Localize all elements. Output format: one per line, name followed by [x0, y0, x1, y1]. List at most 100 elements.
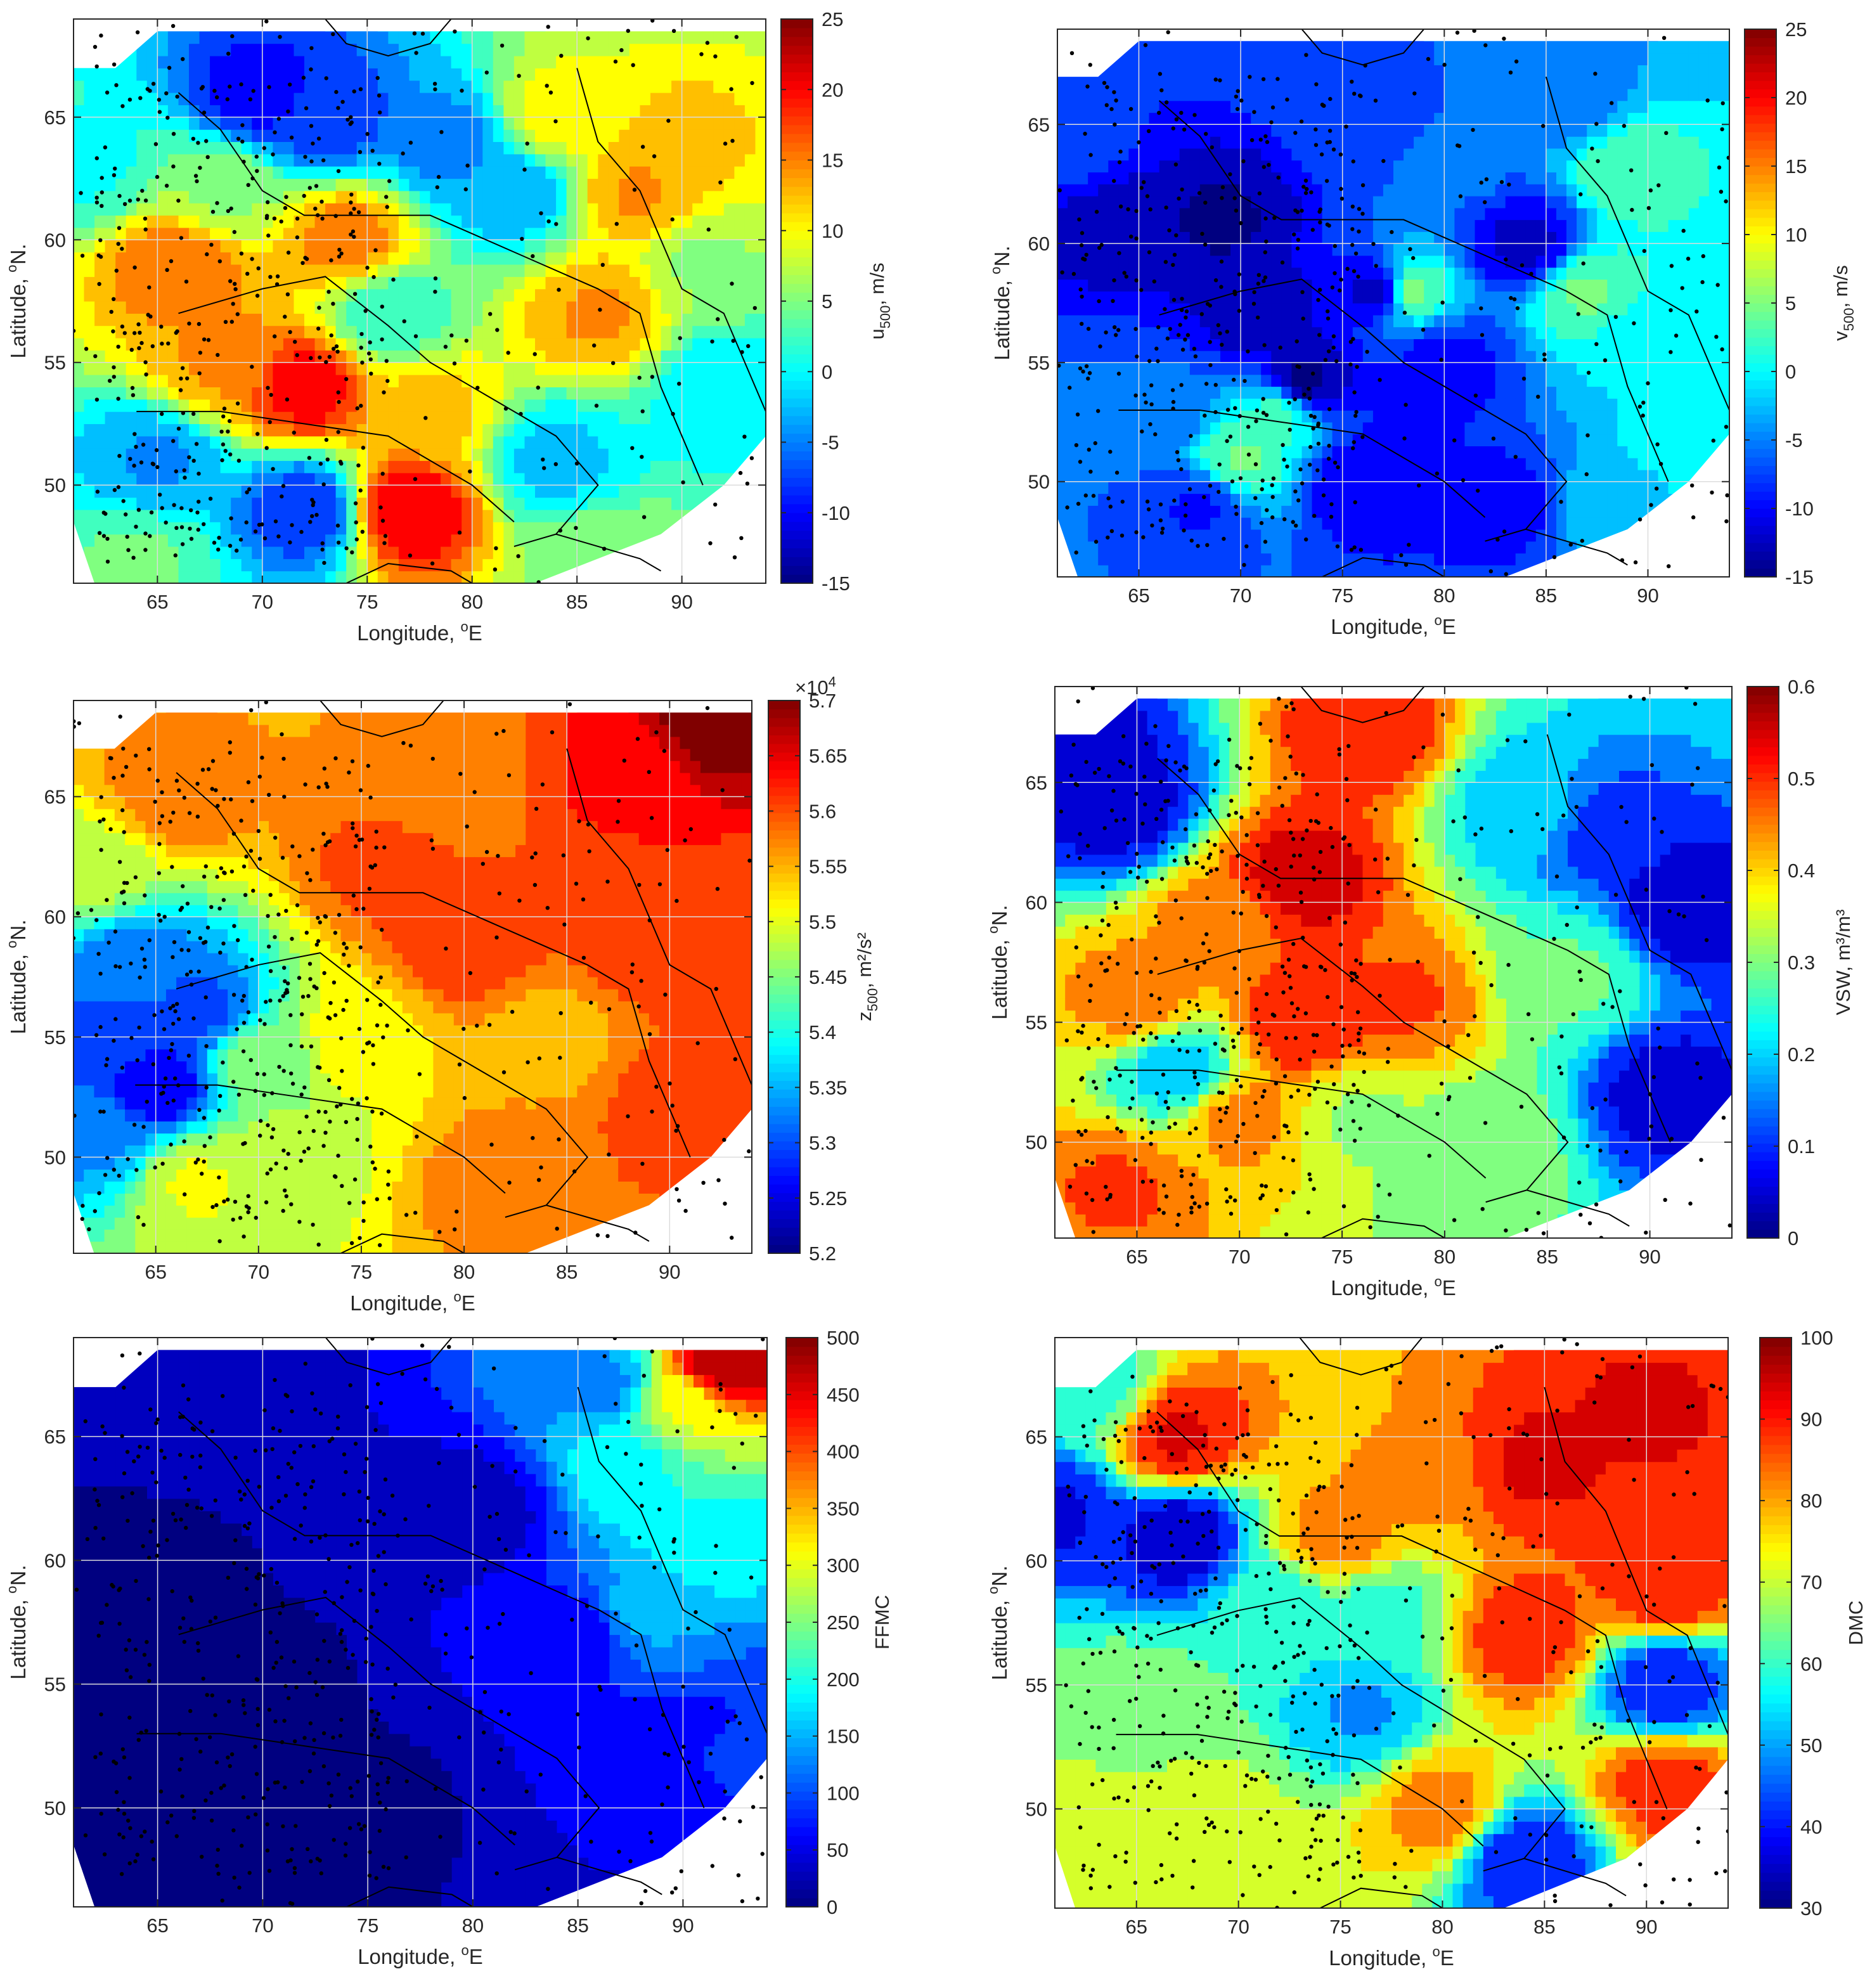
contour-cell	[126, 571, 137, 583]
contour-cell	[1301, 219, 1313, 232]
contour-cell	[105, 203, 116, 216]
contour-cell	[1108, 219, 1119, 232]
station-dot	[143, 216, 148, 221]
contour-cell	[598, 264, 609, 277]
contour-cell	[681, 129, 693, 142]
contour-cell	[178, 178, 190, 191]
contour-cell	[1251, 398, 1262, 411]
contour-cell	[1312, 493, 1323, 506]
contour-cell	[1169, 470, 1180, 482]
contour-cell	[1342, 529, 1353, 542]
contour-cell	[1108, 267, 1119, 280]
contour-cell	[493, 571, 504, 583]
station-dot	[264, 446, 269, 450]
contour-cell	[472, 190, 483, 203]
contour-cell	[629, 80, 640, 93]
contour-cell	[671, 203, 683, 216]
contour-cell	[146, 129, 158, 142]
contour-cell	[1179, 505, 1191, 518]
contour-cell	[420, 338, 431, 351]
contour-cell	[1322, 458, 1333, 470]
contour-cell	[640, 423, 651, 437]
contour-cell	[189, 252, 200, 265]
contour-cell	[220, 31, 231, 44]
contour-cell	[167, 571, 179, 583]
contour-cell	[524, 166, 536, 179]
contour-cell	[136, 203, 148, 216]
contour-cell	[346, 509, 358, 522]
contour-cell	[84, 190, 95, 203]
contour-cell	[681, 301, 693, 314]
contour-cell	[1128, 553, 1140, 565]
contour-cell	[661, 497, 672, 510]
contour-cell	[1332, 529, 1343, 542]
station-dot	[642, 515, 647, 519]
contour-cell	[294, 215, 305, 228]
station-dot	[238, 538, 243, 542]
contour-cell	[598, 522, 609, 535]
station-dot	[181, 57, 185, 61]
contour-cell	[84, 301, 95, 314]
contour-cell	[608, 117, 619, 130]
station-dot	[148, 314, 153, 319]
station-dot	[272, 216, 277, 221]
colorbar-tick-label: -15	[822, 572, 850, 595]
contour-cell	[241, 117, 252, 130]
contour-cell	[430, 56, 441, 68]
contour-cell	[723, 387, 735, 400]
contour-cell	[356, 215, 368, 228]
contour-cell	[723, 460, 735, 474]
contour-cell	[535, 387, 546, 400]
station-dot	[309, 67, 313, 72]
contour-cell	[1098, 267, 1109, 280]
contour-cell	[1301, 434, 1313, 446]
contour-cell	[503, 264, 515, 277]
station-dot	[382, 390, 386, 395]
contour-cell	[84, 497, 95, 510]
contour-cell	[356, 93, 368, 105]
station-dot	[226, 51, 231, 56]
contour-cell	[430, 460, 441, 474]
contour-cell	[451, 375, 462, 387]
contour-cell	[472, 472, 483, 486]
contour-cell	[1098, 374, 1109, 387]
contour-cell	[84, 362, 95, 375]
contour-cell	[1230, 410, 1241, 423]
contour-cell	[713, 448, 725, 462]
station-dot	[226, 209, 231, 214]
contour-cell	[734, 190, 746, 203]
contour-cell	[1210, 553, 1221, 565]
contour-cell	[210, 141, 221, 155]
contour-cell	[409, 387, 420, 400]
boundary-lines	[136, 19, 766, 583]
station-dot	[223, 449, 228, 453]
contour-cell	[1098, 458, 1109, 470]
contour-cell	[629, 56, 640, 68]
contour-cell	[1159, 422, 1170, 435]
contour-cell	[587, 215, 598, 228]
contour-cell	[681, 423, 693, 437]
contour-cell	[598, 338, 609, 351]
contour-cell	[1210, 339, 1221, 351]
contour-cell	[105, 399, 116, 412]
contour-cell	[566, 178, 578, 191]
contour-cell	[629, 252, 640, 265]
contour-cell	[1068, 398, 1078, 411]
contour-cell	[94, 141, 106, 155]
contour-cell	[1128, 446, 1140, 458]
contour-cell	[241, 141, 252, 155]
contour-cell	[199, 203, 210, 216]
station-dot	[233, 281, 237, 286]
contour-cell	[1301, 255, 1313, 268]
contour-cell	[493, 522, 504, 535]
contour-cell	[482, 448, 494, 462]
contour-cell	[524, 227, 536, 240]
contour-cell	[262, 105, 273, 118]
station-dot	[245, 271, 250, 276]
contour-cell	[650, 129, 662, 142]
contour-cell	[126, 301, 137, 314]
contour-cell	[136, 68, 148, 81]
contour-cell	[346, 166, 358, 179]
contour-cell	[462, 558, 473, 572]
contour-cell	[157, 375, 169, 387]
